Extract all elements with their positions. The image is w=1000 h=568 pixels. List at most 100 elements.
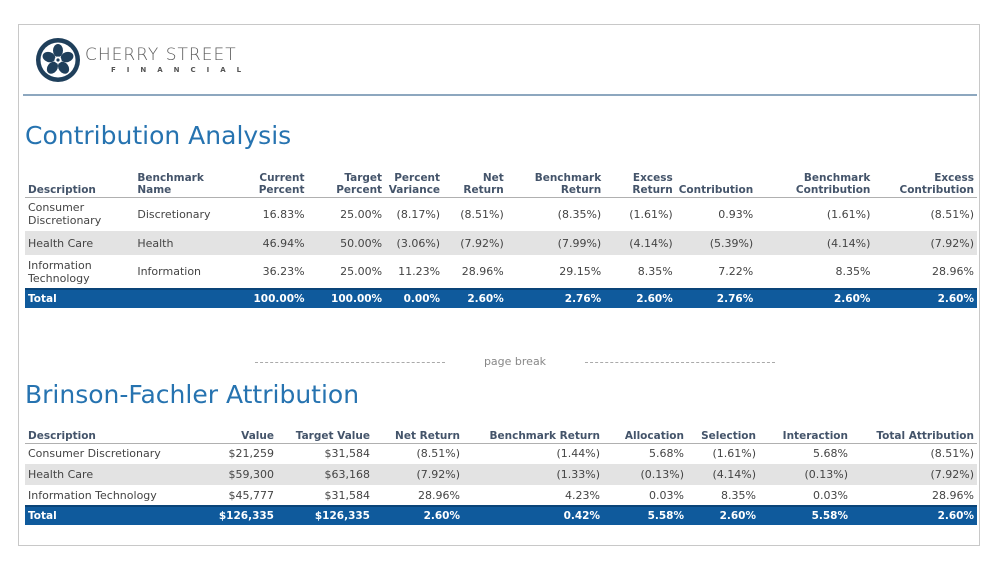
table-cell: (8.17%) bbox=[396, 207, 441, 221]
table-cell: Consumer Discretionary bbox=[28, 447, 161, 461]
cherry-blossom-logo-icon bbox=[36, 38, 80, 82]
table-cell: 8.35% bbox=[721, 488, 756, 502]
table-cell: 28.96% bbox=[932, 265, 974, 278]
table-cell: Information bbox=[137, 265, 202, 278]
contribution-analysis-table: Description Benchmark Name Current Percent… bbox=[25, 167, 977, 308]
table-cell: 28.96% bbox=[932, 488, 974, 502]
table-cell: (1.33%) bbox=[556, 468, 600, 481]
brinson-fachler-title: Brinson-Fachler Attribution bbox=[25, 380, 360, 409]
total-cell: Total bbox=[25, 289, 135, 308]
total-cell: 5.58% bbox=[603, 506, 687, 525]
table-row: Health Care Health 46.94% 50.00% (3.06%) (7.9… bbox=[25, 231, 977, 255]
column-header: Allocation bbox=[624, 429, 684, 442]
table-row: Information Technology Information 36.23% 2… bbox=[25, 255, 977, 289]
total-cell: 2.60% bbox=[373, 506, 463, 525]
table-cell: Health Care bbox=[28, 468, 94, 481]
table-cell: $31,584 bbox=[324, 447, 371, 461]
table-cell: 50.00% bbox=[340, 236, 383, 250]
table-cell: (4.14%) bbox=[712, 468, 756, 481]
contribution-analysis-title: Contribution Analysis bbox=[25, 121, 292, 150]
total-cell: $126,335 bbox=[277, 506, 373, 525]
report-page: CHERRY STREET FINANCIAL Contribution Ana… bbox=[18, 24, 980, 546]
total-row: Total $126,335 $126,335 2.60% 0.42% 5.58% 2.60… bbox=[25, 506, 977, 525]
column-header: Net Return bbox=[395, 429, 460, 442]
table-cell: (8.35%) bbox=[557, 207, 602, 221]
table-cell: 5.68% bbox=[649, 447, 684, 461]
column-header: Selection bbox=[701, 429, 756, 442]
table-cell: 8.35% bbox=[835, 265, 871, 278]
table-cell: (4.14%) bbox=[629, 236, 673, 250]
table-cell: 0.03% bbox=[649, 488, 684, 502]
table-cell: (4.14%) bbox=[826, 236, 871, 250]
column-header: Benchmark Name bbox=[137, 171, 204, 196]
table-cell: $59,300 bbox=[228, 468, 275, 481]
table-cell: (7.92%) bbox=[930, 236, 974, 250]
page-break-label: page break bbox=[473, 355, 557, 368]
table-header-row: Description Benchmark Name Current Percent… bbox=[25, 167, 977, 197]
table-cell: 16.83% bbox=[262, 207, 305, 221]
table-cell: 0.93% bbox=[718, 207, 754, 221]
table-cell: 11.23% bbox=[398, 265, 441, 278]
page-break-marker: page break bbox=[255, 355, 775, 369]
column-header: Contribution bbox=[678, 183, 754, 196]
table-cell: (1.44%) bbox=[556, 447, 600, 461]
table-cell: 28.96% bbox=[418, 488, 460, 502]
table-cell: (1.61%) bbox=[712, 447, 756, 461]
page-break-dash-right bbox=[585, 362, 775, 363]
total-cell: 0.00% bbox=[385, 289, 444, 308]
table-cell: (1.61%) bbox=[826, 207, 871, 221]
table-cell: 46.94% bbox=[262, 236, 305, 250]
total-cell: 2.60% bbox=[756, 289, 874, 308]
table-row: Consumer Discretionary $21,259 $31,584 (8.5… bbox=[25, 443, 977, 464]
table-cell: 5.68% bbox=[813, 447, 848, 461]
total-cell: 0.42% bbox=[463, 506, 603, 525]
total-cell: 2.60% bbox=[851, 506, 977, 525]
table-cell: (7.92%) bbox=[460, 236, 504, 250]
table-cell: 8.35% bbox=[637, 265, 673, 278]
table-cell: Information Technology bbox=[28, 488, 157, 502]
brand-name: CHERRY STREET bbox=[85, 45, 237, 65]
table-header-row: Description Value Target Value Net Return Be… bbox=[25, 425, 977, 443]
column-header: Excess Return bbox=[632, 171, 673, 196]
column-header: Current Percent bbox=[258, 171, 305, 196]
column-header: Description bbox=[28, 429, 96, 442]
column-header: Excess Contribution bbox=[899, 171, 975, 196]
brand-subtitle: FINANCIAL bbox=[111, 66, 253, 74]
column-header: Description bbox=[28, 183, 96, 196]
total-cell: $126,335 bbox=[205, 506, 277, 525]
table-cell: $31,584 bbox=[324, 488, 371, 502]
table-cell: $45,777 bbox=[228, 488, 275, 502]
total-cell: 100.00% bbox=[237, 289, 308, 308]
table-row: Health Care $59,300 $63,168 (7.92%) (1.33%) (… bbox=[25, 464, 977, 485]
table-cell: (5.39%) bbox=[709, 236, 754, 250]
table-cell: $21,259 bbox=[228, 447, 275, 461]
column-header: Total Attribution bbox=[876, 429, 974, 442]
table-cell: (7.92%) bbox=[930, 468, 974, 481]
total-cell: 2.76% bbox=[506, 289, 605, 308]
table-cell: 0.03% bbox=[813, 488, 848, 502]
table-cell: 29.15% bbox=[559, 265, 602, 278]
total-cell: 2.60% bbox=[443, 289, 507, 308]
table-cell: 25.00% bbox=[340, 207, 383, 221]
column-header: Interaction bbox=[782, 429, 848, 442]
total-cell: 2.60% bbox=[873, 289, 977, 308]
total-cell bbox=[134, 289, 238, 308]
table-cell: Consumer Discretionary bbox=[28, 201, 102, 228]
header-divider bbox=[23, 94, 977, 96]
table-cell: (8.51%) bbox=[930, 447, 974, 461]
table-cell: 25.00% bbox=[340, 265, 383, 278]
table-cell: 7.22% bbox=[718, 265, 754, 278]
table-cell: (8.51%) bbox=[930, 207, 974, 221]
table-cell: Health Care bbox=[28, 236, 94, 250]
brinson-fachler-table: Description Value Target Value Net Return Be… bbox=[25, 425, 977, 525]
table-cell: (8.51%) bbox=[416, 447, 460, 461]
page-break-dash-left bbox=[255, 362, 445, 363]
report-header: CHERRY STREET FINANCIAL bbox=[19, 25, 979, 97]
table-cell: 36.23% bbox=[262, 265, 305, 278]
table-cell: (0.13%) bbox=[640, 468, 684, 481]
table-cell: Health bbox=[137, 236, 174, 250]
table-cell: 28.96% bbox=[461, 265, 504, 278]
table-cell: (8.51%) bbox=[460, 207, 504, 221]
column-header: Target Value bbox=[295, 429, 370, 442]
table-cell: (7.99%) bbox=[557, 236, 602, 250]
